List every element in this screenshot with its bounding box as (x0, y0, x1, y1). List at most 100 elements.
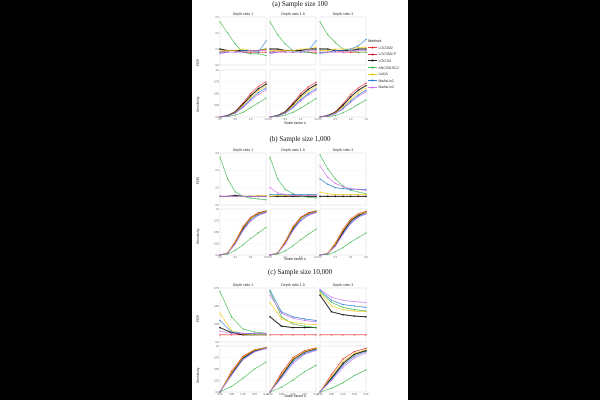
point-LinDA-2-1-1-2 (292, 358, 294, 360)
point-ANCOM-BC2-1-1-0-6 (265, 226, 267, 228)
point-MaAsLin3-1-0-0-6 (265, 195, 267, 198)
legend-swatch-icon (368, 59, 377, 62)
xtick-1-0-3: 0.6 (264, 256, 268, 259)
point-MaAsLin3-2-0-1-1 (280, 312, 283, 314)
point-LOCOM2-2-0-2-0 (319, 333, 321, 336)
legend-label: ANCOM-BC2 (378, 65, 399, 70)
point-MaAsLin2-1-0-2-2 (334, 187, 336, 189)
facet-c-2: Depth ratio 1.5 (281, 283, 305, 287)
point-ANCOM-BC2-0-1-1-2 (284, 114, 286, 116)
point-LOCOM-1-0-2-6 (365, 195, 367, 198)
point-LinDA-1-1-0-2 (234, 241, 236, 243)
point-LinDA-0-0-2-1 (327, 50, 329, 52)
point-MaAsLin2-1-1-2-4 (350, 222, 352, 224)
point-ANCOM-BC2-0-1-2-6 (365, 99, 367, 101)
point-MaAsLin3-0-1-2-6 (365, 90, 367, 93)
xtick-1-2-1: 0.2 (334, 256, 338, 259)
point-LOCOM-2-0-2-1 (330, 310, 333, 313)
point-LinDA-2-1-0-1 (230, 372, 233, 374)
point-MaAsLin2-1-1-2-5 (357, 215, 359, 217)
point-MaAsLin2-2-1-2-2 (342, 364, 344, 366)
point-LinDA-1-0-2-5 (357, 194, 359, 196)
point-MaAsLin3-2-0-1-4 (315, 321, 317, 323)
legend-item: LOCOM (368, 58, 408, 65)
point-MaAsLin2-1-0-2-3 (342, 187, 344, 190)
point-ANCOM-BC2-1-1-2-1 (327, 253, 329, 256)
point-ANCOM-BC2-1-1-1-2 (284, 250, 286, 252)
point-MaAsLin3-2-1-2-1 (330, 379, 333, 382)
point-LinDA-0-1-0-6 (265, 85, 267, 87)
point-ANCOM-BC2-2-0-2-4 (365, 310, 367, 312)
point-ANCOM-BC2-1-0-2-2 (334, 178, 336, 180)
panel-0-0-0 (219, 16, 267, 66)
point-ANCOM-BC2-2-0-0-3 (253, 331, 256, 333)
point-LinDA-1-1-2-6 (365, 211, 367, 213)
figure-page: (a) Sample size 100 (b) Sample size 1,00… (192, 0, 408, 400)
xtick-0-0-3: 1.5 (264, 118, 268, 121)
point-ANCOM-BC2-1-0-2-1 (327, 168, 329, 170)
point-MaAsLin2-1-0-2-6 (365, 188, 367, 190)
point-MaAsLin3-0-0-1-0 (269, 53, 271, 55)
point-LOCOM-2-0-2-4 (365, 316, 367, 318)
point-ANCOM-BC2-0-1-2-5 (357, 103, 359, 105)
point-MaAsLin3-2-0-0-1 (230, 332, 233, 335)
point-MaAsLin3-1-1-2-1 (326, 252, 329, 255)
point-MaAsLin2-1-1-1-3 (292, 229, 294, 231)
point-LOCOM-1-0-2-5 (357, 195, 360, 198)
ytick-2-1-2: 0.50 (214, 368, 219, 371)
point-ANCOM-BC2-1-1-0-3 (242, 244, 244, 246)
point-LOCOM-2-0-1-3 (303, 326, 306, 329)
point-MaAsLin3-2-1-1-0 (269, 391, 271, 393)
point-MaAsLin2-1-1-2-3 (342, 232, 344, 234)
facet-a-2: Depth ratio 1.5 (281, 12, 305, 16)
point-ANCOM-BC2-0-1-1-4 (300, 107, 302, 109)
point-MaAsLin2-1-1-1-4 (300, 219, 302, 221)
xtick-1-1-0: 0.0 (268, 256, 272, 259)
point-LinDA-0-1-2-3 (342, 106, 344, 108)
point-LinDA-2-1-2-2 (342, 361, 344, 363)
xtick-2-2-1: 0.05 (329, 393, 334, 396)
point-ANCOM-BC2-2-1-0-2 (242, 377, 244, 379)
point-ANCOM-BC2-2-1-2-2 (342, 382, 344, 384)
point-MaAsLin3-2-1-1-1 (280, 377, 283, 379)
point-LinDA-1-0-2-4 (350, 194, 352, 196)
point-LinDA-2-0-2-0 (319, 292, 321, 294)
point-MaAsLin3-0-0-2-2 (334, 51, 337, 53)
legend-swatch-icon (368, 53, 377, 56)
legend-label: MaAsLin2 (378, 78, 394, 83)
point-MaAsLin2-0-0-2-5 (357, 45, 359, 47)
point-ANCOM-BC2-0-1-0-4 (250, 107, 252, 109)
point-ANCOM-BC2-1-0-1-0 (269, 156, 271, 158)
point-ANCOM-BC2-2-1-2-1 (330, 387, 333, 389)
point-ANCOM-BC2-1-1-1-5 (307, 233, 309, 235)
ytick-1-0-3: 0.6 (215, 152, 219, 155)
ytick-1-1-4: 1.0 (215, 208, 219, 211)
point-MaAsLin3-2-1-1-3 (303, 353, 306, 356)
point-LOCOM2-0-0-0-6 (265, 51, 267, 53)
xtick-1-1-3: 0.6 (314, 256, 318, 259)
point-LinDA-2-1-1-1 (280, 373, 283, 376)
legend-label: LOCOM (378, 58, 391, 63)
point-MaAsLin2-0-0-1-0 (269, 51, 271, 53)
point-ANCOM-BC2-0-0-0-2 (234, 43, 236, 45)
point-MaAsLin3-2-1-2-0 (319, 391, 321, 393)
section-title-a: (a) Sample size 100 (272, 0, 328, 8)
point-ANCOM-BC2-0-0-1-0 (269, 21, 271, 23)
point-LOCOM2-1-1-2-6 (365, 210, 367, 212)
point-LOCOM-0-1-2-3 (342, 104, 344, 107)
point-MaAsLin2-2-1-1-3 (303, 352, 306, 354)
point-MaAsLin3-1-1-2-3 (342, 233, 344, 236)
point-MaAsLin2-2-1-1-4 (315, 349, 317, 351)
point-LinDA-2-0-0-4 (265, 334, 267, 336)
point-ANCOM-BC2-0-0-2-0 (319, 21, 321, 23)
point-MaAsLin2-1-1-0-5 (257, 213, 259, 216)
point-MaAsLin2-1-1-1-5 (307, 213, 309, 216)
point-LOCOM-1-0-2-0 (319, 195, 321, 198)
point-MaAsLin2-2-0-1-0 (269, 289, 271, 291)
point-LinDA-0-0-1-6 (315, 46, 317, 48)
point-ANCOM-BC2-0-1-0-2 (234, 114, 236, 116)
point-ANCOM-BC2-1-0-0-5 (257, 198, 259, 200)
xtick-1-0-1: 0.2 (234, 256, 238, 259)
point-LinDA-0-0-0-2 (234, 50, 236, 52)
point-LinDA-1-1-2-5 (357, 213, 359, 216)
